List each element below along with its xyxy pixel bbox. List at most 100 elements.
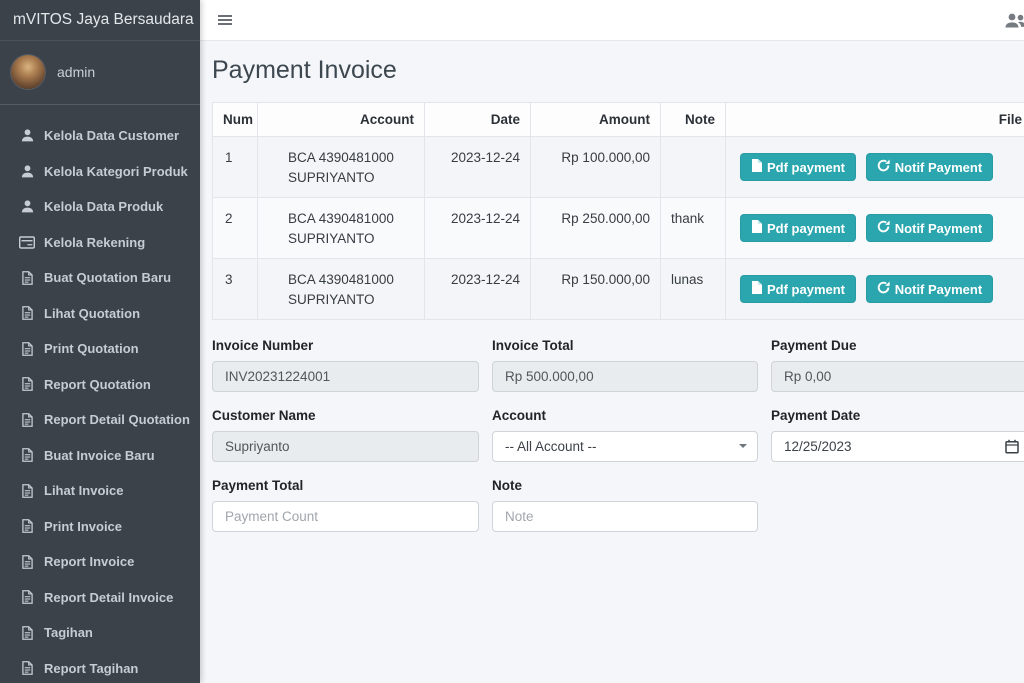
user-icon <box>19 164 35 179</box>
hamburger-icon[interactable] <box>218 13 232 27</box>
sidebar-item-label: Report Tagihan <box>44 660 139 676</box>
notif-payment-button[interactable]: Notif Payment <box>865 275 994 303</box>
file-icon <box>19 590 35 605</box>
sidebar-item-buat-invoice-baru[interactable]: Buat Invoice Baru <box>0 438 200 474</box>
refresh-icon <box>877 281 890 297</box>
notif-payment-button[interactable]: Notif Payment <box>865 153 994 181</box>
sidebar-item-report-detail-quotation[interactable]: Report Detail Quotation <box>0 402 200 438</box>
header-file: File <box>725 102 1024 137</box>
sidebar-item-label: Kelola Data Produk <box>44 199 164 215</box>
sidebar-item-lihat-invoice[interactable]: Lihat Invoice <box>0 473 200 509</box>
file-icon <box>19 554 35 569</box>
sidebar-item-kelola-data-customer[interactable]: Kelola Data Customer <box>0 118 200 154</box>
note-label: Note <box>492 478 522 493</box>
pdf-payment-button[interactable]: Pdf payment <box>740 275 857 303</box>
field-note: Note <box>492 478 758 532</box>
sidebar-item-label: Report Detail Quotation <box>44 412 190 428</box>
field-account: Account -- All Account -- <box>492 408 758 462</box>
brand-text: mVITOS Jaya Bersaudara <box>13 11 194 28</box>
payment-total-label: Payment Total <box>212 478 304 493</box>
table-row: 1 BCA 4390481000 SUPRIYANTO 2023-12-24 R… <box>212 136 1024 198</box>
pdf-file-icon <box>751 281 762 297</box>
customer-name-input <box>212 431 479 462</box>
user-icon <box>19 128 35 143</box>
account-label: Account <box>492 408 546 423</box>
account-select[interactable]: -- All Account -- <box>492 431 758 462</box>
invoice-number-input <box>212 361 479 392</box>
sidebar-item-tagihan[interactable]: Tagihan <box>0 615 200 651</box>
sidebar-item-kelola-rekening[interactable]: Kelola Rekening <box>0 225 200 261</box>
sidebar-item-kelola-kategori-produk[interactable]: Kelola Kategori Produk <box>0 154 200 190</box>
payment-date-input[interactable] <box>771 431 1024 462</box>
payment-total-input[interactable] <box>212 501 479 532</box>
row-account: BCA 4390481000 SUPRIYANTO <box>257 197 425 259</box>
header-amount: Amount <box>530 102 661 137</box>
calendar-icon[interactable] <box>1005 439 1019 459</box>
file-icon <box>19 448 35 463</box>
file-icon <box>19 519 35 534</box>
sidebar-item-kelola-data-produk[interactable]: Kelola Data Produk <box>0 189 200 225</box>
file-icon <box>19 270 35 285</box>
sidebar-item-report-invoice[interactable]: Report Invoice <box>0 544 200 580</box>
file-icon <box>19 341 35 356</box>
table-header-row: Num Account Date Amount Note File <box>212 102 1024 137</box>
sidebar-item-label: Lihat Invoice <box>44 483 124 499</box>
sidebar-item-lihat-quotation[interactable]: Lihat Quotation <box>0 296 200 332</box>
row-date: 2023-12-24 <box>424 197 531 259</box>
page-title: Payment Invoice <box>212 56 397 84</box>
file-icon <box>19 625 35 640</box>
sidebar-item-report-tagihan[interactable]: Report Tagihan <box>0 651 200 683</box>
sidebar-item-label: Report Detail Invoice <box>44 589 174 605</box>
avatar[interactable] <box>11 55 45 89</box>
notif-payment-button[interactable]: Notif Payment <box>865 214 994 242</box>
row-num: 3 <box>212 258 258 320</box>
payment-table: Num Account Date Amount Note File 1 BCA … <box>212 102 1024 320</box>
user-panel: admin <box>0 41 200 105</box>
main-area: Payment Invoice Num Account Date Amount … <box>200 0 1024 683</box>
customer-name-label: Customer Name <box>212 408 316 423</box>
note-input[interactable] <box>492 501 758 532</box>
row-note: lunas <box>660 258 726 320</box>
user-name[interactable]: admin <box>57 64 96 80</box>
sidebar-item-report-detail-invoice[interactable]: Report Detail Invoice <box>0 580 200 616</box>
sidebar-item-buat-quotation-baru[interactable]: Buat Quotation Baru <box>0 260 200 296</box>
row-file-actions: Pdf payment Notif Payment <box>725 197 1024 259</box>
sidebar-item-label: Kelola Rekening <box>44 234 146 250</box>
row-note <box>660 136 726 198</box>
user-icon <box>19 199 35 214</box>
header-account: Account <box>257 102 425 137</box>
invoice-total-input <box>492 361 758 392</box>
payment-due-input <box>771 361 1024 392</box>
invoice-total-label: Invoice Total <box>492 338 574 353</box>
row-num: 1 <box>212 136 258 198</box>
field-invoice-number: Invoice Number <box>212 338 479 392</box>
table-row: 2 BCA 4390481000 SUPRIYANTO 2023-12-24 R… <box>212 197 1024 259</box>
refresh-icon <box>877 159 890 175</box>
pdf-payment-button[interactable]: Pdf payment <box>740 214 857 242</box>
row-file-actions: Pdf payment Notif Payment <box>725 136 1024 198</box>
sidebar: mVITOS Jaya Bersaudara admin Kelola Data… <box>0 0 200 683</box>
sidebar-item-label: Print Quotation <box>44 341 139 357</box>
sidebar-item-label: Kelola Data Customer <box>44 128 180 144</box>
card-icon <box>19 236 35 249</box>
field-payment-date: Payment Date <box>771 408 1024 462</box>
sidebar-item-print-quotation[interactable]: Print Quotation <box>0 331 200 367</box>
row-amount: Rp 100.000,00 <box>530 136 661 198</box>
field-payment-total: Payment Total <box>212 478 479 532</box>
row-note: thank <box>660 197 726 259</box>
users-icon[interactable] <box>1003 12 1024 34</box>
sidebar-item-print-invoice[interactable]: Print Invoice <box>0 509 200 545</box>
pdf-payment-button[interactable]: Pdf payment <box>740 153 857 181</box>
file-icon <box>19 377 35 392</box>
brand-link[interactable]: mVITOS Jaya Bersaudara <box>0 0 200 41</box>
row-date: 2023-12-24 <box>424 136 531 198</box>
sidebar-item-label: Report Invoice <box>44 554 135 570</box>
sidebar-item-report-quotation[interactable]: Report Quotation <box>0 367 200 403</box>
file-icon <box>19 483 35 498</box>
sidebar-item-label: Report Quotation <box>44 376 151 392</box>
invoice-number-label: Invoice Number <box>212 338 314 353</box>
row-amount: Rp 150.000,00 <box>530 258 661 320</box>
refresh-icon <box>877 220 890 236</box>
account-select-wrap: -- All Account -- <box>492 431 758 462</box>
